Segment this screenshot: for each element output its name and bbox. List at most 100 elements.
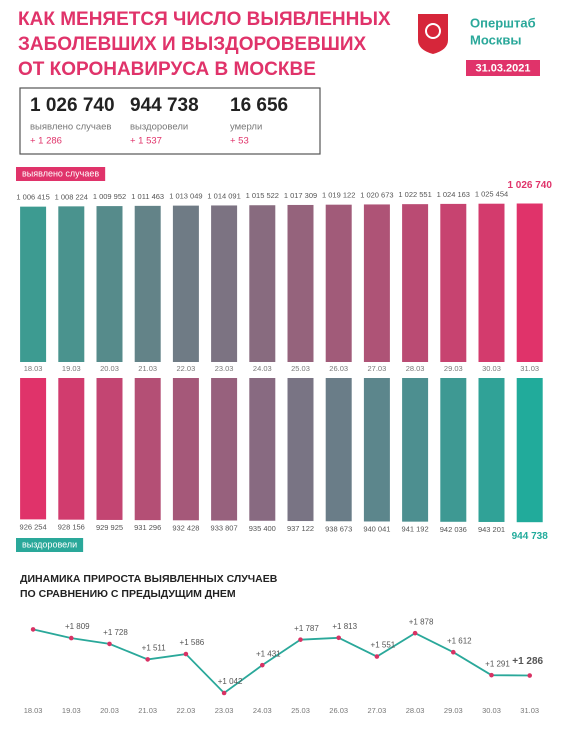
value-label: 1 011 463 [131,192,164,201]
bar [20,378,47,520]
x-tick-label: 19.03 [62,706,81,715]
x-tick-label: 26.03 [329,706,348,715]
bar [58,378,85,520]
value-label: 941 192 [402,525,429,534]
x-tick-label: 27.03 [368,364,387,373]
x-tick-label: 23.03 [215,706,234,715]
bar [58,206,85,362]
bar [440,203,467,362]
x-tick-label: 28.03 [406,706,425,715]
x-tick-label: 22.03 [177,364,196,373]
x-tick-label: 31.03 [520,706,539,715]
value-label: +1 813 [332,622,357,631]
x-tick-label: 24.03 [253,706,272,715]
stat-value: 944 738 [130,95,199,116]
point [107,641,112,647]
bar [249,205,276,362]
point [412,630,418,636]
value-label: 1 020 673 [360,190,393,199]
x-tick-label: 27.03 [368,706,387,715]
org-name: Москвы [470,32,521,47]
stat-delta: + 1 537 [130,136,162,147]
bar [211,205,238,362]
line [32,628,530,695]
point [336,635,342,641]
x-tick-label: 29.03 [444,364,463,373]
value-label: 1 013 049 [169,192,202,201]
point [489,672,494,678]
bar [249,378,276,521]
value-label: 931 296 [134,523,161,532]
x-tick-label: 21.03 [138,364,157,373]
value-label: 932 428 [172,523,199,532]
bar [478,203,505,362]
value-label: 935 400 [249,524,276,533]
chart-title: ДИНАМИКА ПРИРОСТА ВЫЯВЛЕННЫХ СЛУЧАЕВ [20,573,278,585]
bar [363,204,390,362]
point [69,635,74,641]
value-label: 1 024 163 [437,190,470,199]
value-label: 944 738 [512,531,549,542]
x-tick-label: 18.03 [24,364,43,373]
bar [516,203,543,362]
x-tick-label: 30.03 [482,364,501,373]
point [260,662,265,668]
stat-value: 1 026 740 [30,95,115,116]
x-tick-label: 24.03 [253,364,272,373]
point [145,657,150,662]
x-tick-label: 23.03 [215,364,234,373]
bar [172,205,199,362]
value-label: 1 006 415 [16,193,49,202]
bar [363,378,390,522]
chart-title: ПО СРАВНЕНИЮ С ПРЕДЫДУЩИМ ДНЕМ [20,588,236,600]
x-tick-label: 20.03 [100,706,119,715]
x-tick-label: 28.03 [406,364,425,373]
value-label: 1 022 551 [398,190,431,199]
bar [287,378,314,522]
stat-delta: + 53 [230,136,249,147]
x-tick-label: 20.03 [100,364,119,373]
bar [440,378,467,522]
logo-emblem [425,23,441,39]
point [374,654,380,659]
point [298,637,303,642]
bar [172,378,199,521]
stat-label: выздоровели [130,122,188,133]
title-line: КАК МЕНЯЕТСЯ ЧИСЛО ВЫЯВЛЕННЫХ [18,9,391,30]
value-label: 1 019 122 [322,191,355,200]
stat-label: выявлено случаев [30,122,111,133]
value-label: +1 286 [512,656,543,667]
value-label: 1 008 224 [55,192,88,201]
value-label: 942 036 [440,525,467,534]
value-label: 940 041 [363,524,390,533]
value-label: 1 009 952 [93,192,126,201]
value-label: +1 291 [485,659,510,668]
value-label: +1 586 [180,638,205,647]
bar [402,204,429,362]
date: 31.03.2021 [475,62,530,74]
bar [96,206,123,362]
bar [325,204,352,362]
logo [418,14,448,54]
series-label: выявлено случаев [22,168,99,178]
bar [287,204,314,362]
value-label: 928 156 [58,523,85,532]
point [451,649,456,655]
value-label: 933 807 [211,524,238,533]
value-label: 1 026 740 [507,180,552,191]
stat-delta: + 1 286 [30,136,62,147]
bar [96,378,123,520]
value-label: +1 551 [371,641,396,650]
x-tick-label: 31.03 [520,364,539,373]
stat-value: 16 656 [230,95,288,116]
value-label: 929 925 [96,523,123,532]
bar [211,378,238,521]
point [183,651,189,657]
value-label: +1 787 [294,624,319,633]
point [527,673,532,678]
value-label: +1 042 [218,677,243,686]
x-tick-label: 26.03 [329,364,348,373]
value-label: +1 511 [142,644,167,653]
x-tick-label: 25.03 [291,706,310,715]
